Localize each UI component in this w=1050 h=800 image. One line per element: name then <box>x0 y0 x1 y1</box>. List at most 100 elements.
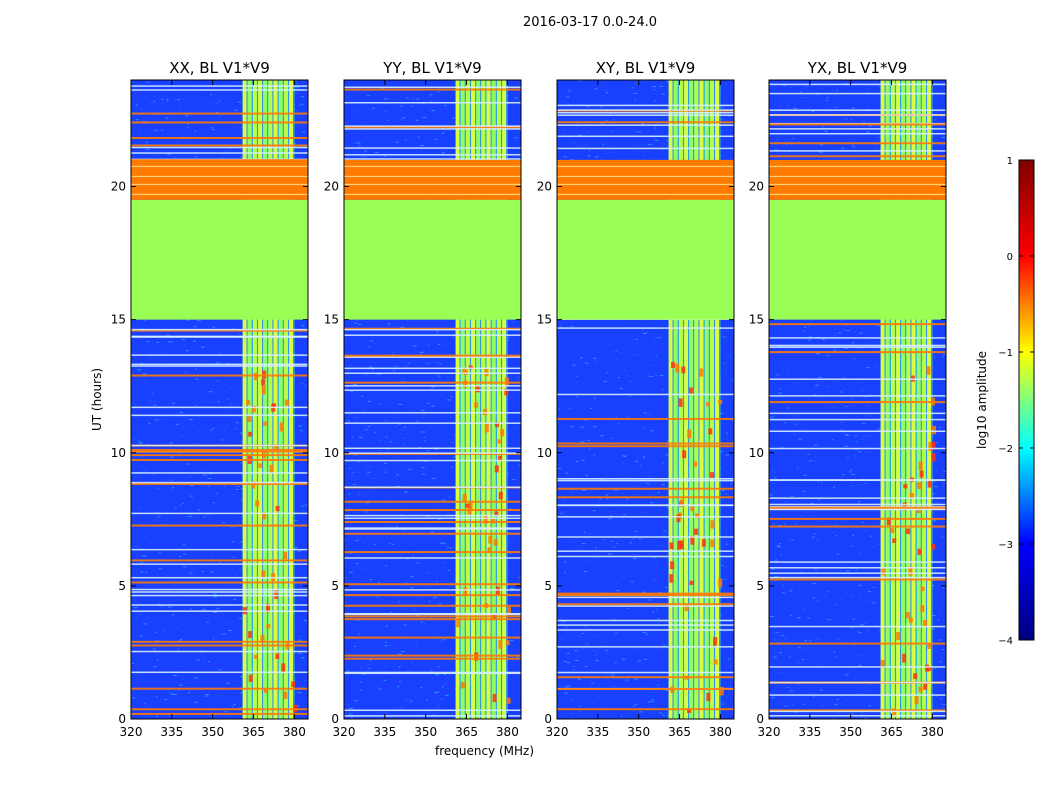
noise-pixel <box>576 381 579 383</box>
noise-pixel <box>601 641 604 643</box>
noise-pixel <box>721 119 723 121</box>
noise-pixel <box>571 698 573 700</box>
noise-pixel <box>516 656 519 658</box>
noise-pixel <box>594 361 596 363</box>
noise-pixel <box>610 532 613 534</box>
noise-pixel <box>239 568 243 570</box>
noise-pixel <box>443 587 446 589</box>
noise-pixel <box>562 133 566 135</box>
noise-pixel <box>189 495 193 497</box>
noise-pixel <box>820 687 824 689</box>
noise-pixel <box>941 129 943 131</box>
noise-pixel <box>638 538 641 540</box>
noise-pixel <box>627 87 630 89</box>
noise-pixel <box>595 577 599 579</box>
noise-pixel <box>600 136 605 138</box>
noise-pixel <box>513 432 517 434</box>
noise-pixel <box>622 455 626 457</box>
y-tick-label: 15 <box>111 313 126 327</box>
noise-pixel <box>167 580 171 582</box>
noise-pixel <box>347 493 351 495</box>
noise-pixel <box>158 552 161 554</box>
noise-pixel <box>582 542 586 544</box>
noise-pixel <box>819 609 823 611</box>
noise-pixel <box>812 696 815 698</box>
y-tick-label: 10 <box>111 446 126 460</box>
noise-pixel <box>864 415 868 417</box>
rfi-gap <box>464 80 466 719</box>
noise-pixel <box>154 419 159 421</box>
x-tick-label: 365 <box>242 725 265 739</box>
noise-pixel <box>868 705 872 707</box>
noise-pixel <box>592 535 595 537</box>
noise-pixel <box>401 651 405 653</box>
noise-pixel <box>390 595 395 597</box>
noise-pixel <box>600 435 605 437</box>
noise-pixel <box>782 672 786 674</box>
noise-pixel <box>168 606 172 608</box>
rfi-burst <box>710 472 715 479</box>
noise-pixel <box>558 367 561 369</box>
noise-pixel <box>797 702 799 704</box>
noise-pixel <box>161 129 164 131</box>
rfi-burst <box>931 441 936 450</box>
noise-pixel <box>432 477 436 479</box>
noise-pixel <box>370 531 372 533</box>
noise-pixel <box>872 546 877 548</box>
time-stripe <box>344 709 521 712</box>
noise-pixel <box>563 340 566 342</box>
time-stripe <box>769 578 946 581</box>
noise-pixel <box>439 363 442 365</box>
noise-pixel <box>642 455 645 457</box>
noise-pixel <box>632 360 635 362</box>
noise-pixel <box>665 690 668 692</box>
noise-pixel <box>873 466 876 468</box>
noise-pixel <box>837 105 842 107</box>
panel-title: XY, BL V1*V9 <box>596 59 696 77</box>
noise-pixel <box>344 577 349 579</box>
noise-pixel <box>834 704 838 706</box>
noise-pixel <box>451 669 455 671</box>
noise-pixel <box>646 695 650 697</box>
noise-pixel <box>513 427 518 429</box>
noise-pixel <box>780 447 785 449</box>
noise-pixel <box>173 674 177 676</box>
noise-pixel <box>180 434 184 436</box>
noise-pixel <box>447 377 450 379</box>
noise-pixel <box>437 666 440 668</box>
noise-pixel <box>143 702 146 704</box>
noise-pixel <box>187 692 191 694</box>
rfi-burst <box>670 561 675 570</box>
noise-pixel <box>445 542 447 544</box>
noise-pixel <box>585 666 588 668</box>
noise-pixel <box>941 706 946 708</box>
noise-pixel <box>807 617 811 619</box>
noise-pixel <box>863 121 865 123</box>
noise-pixel <box>780 635 785 637</box>
time-stripe <box>131 472 308 474</box>
noise-pixel <box>230 527 232 529</box>
time-stripe <box>131 336 308 338</box>
noise-pixel <box>364 156 366 158</box>
noise-pixel <box>625 476 629 478</box>
noise-pixel <box>831 90 835 92</box>
noise-pixel <box>448 660 452 662</box>
rfi-burst <box>680 499 685 507</box>
time-stripe <box>557 592 734 595</box>
noise-pixel <box>614 440 616 442</box>
noise-pixel <box>864 482 867 484</box>
noise-pixel <box>137 346 140 348</box>
noise-pixel <box>814 568 817 570</box>
noise-pixel <box>444 683 448 685</box>
noise-pixel <box>580 146 585 148</box>
noise-pixel <box>133 437 135 439</box>
noise-pixel <box>219 695 224 697</box>
noise-pixel <box>239 676 244 678</box>
noise-pixel <box>852 618 856 620</box>
noise-pixel <box>384 645 388 647</box>
noise-pixel <box>204 695 209 697</box>
rfi-burst <box>690 535 695 545</box>
colorbar-tick-label: −1 <box>998 348 1013 359</box>
